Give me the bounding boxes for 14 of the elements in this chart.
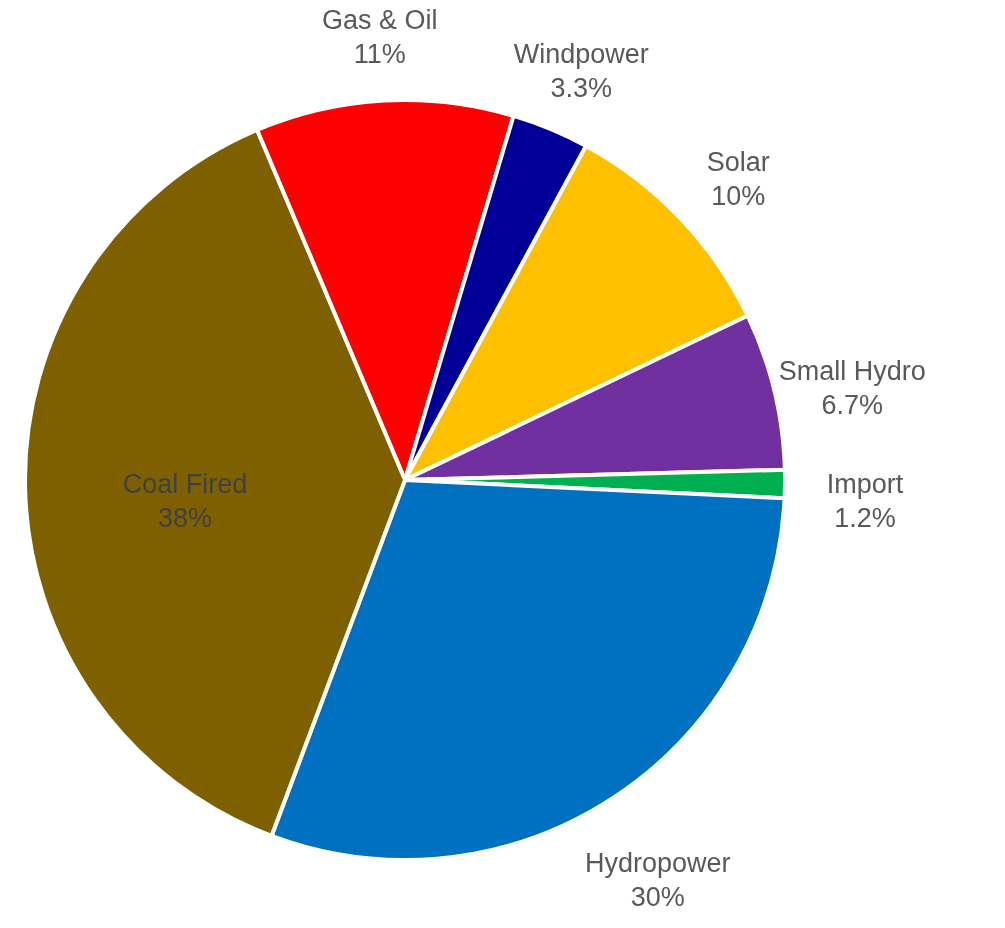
slice-label: Gas & Oil: [321, 4, 438, 35]
slice-label: Import: [826, 468, 904, 499]
slice-label: Small Hydro: [778, 356, 926, 387]
slice-label: Coal Fired: [122, 468, 248, 499]
data-label: 10%: [711, 180, 766, 211]
data-label: 38%: [158, 502, 213, 533]
slice-label: Windpower: [513, 39, 649, 70]
slice-label: Solar: [706, 146, 770, 177]
data-label: 30%: [630, 882, 685, 913]
data-label: 6.7%: [821, 390, 883, 421]
data-label: 1.2%: [834, 502, 896, 533]
data-label: 3.3%: [550, 73, 613, 104]
data-label: 11%: [353, 38, 406, 69]
slice-label: Hydropower: [585, 848, 731, 879]
